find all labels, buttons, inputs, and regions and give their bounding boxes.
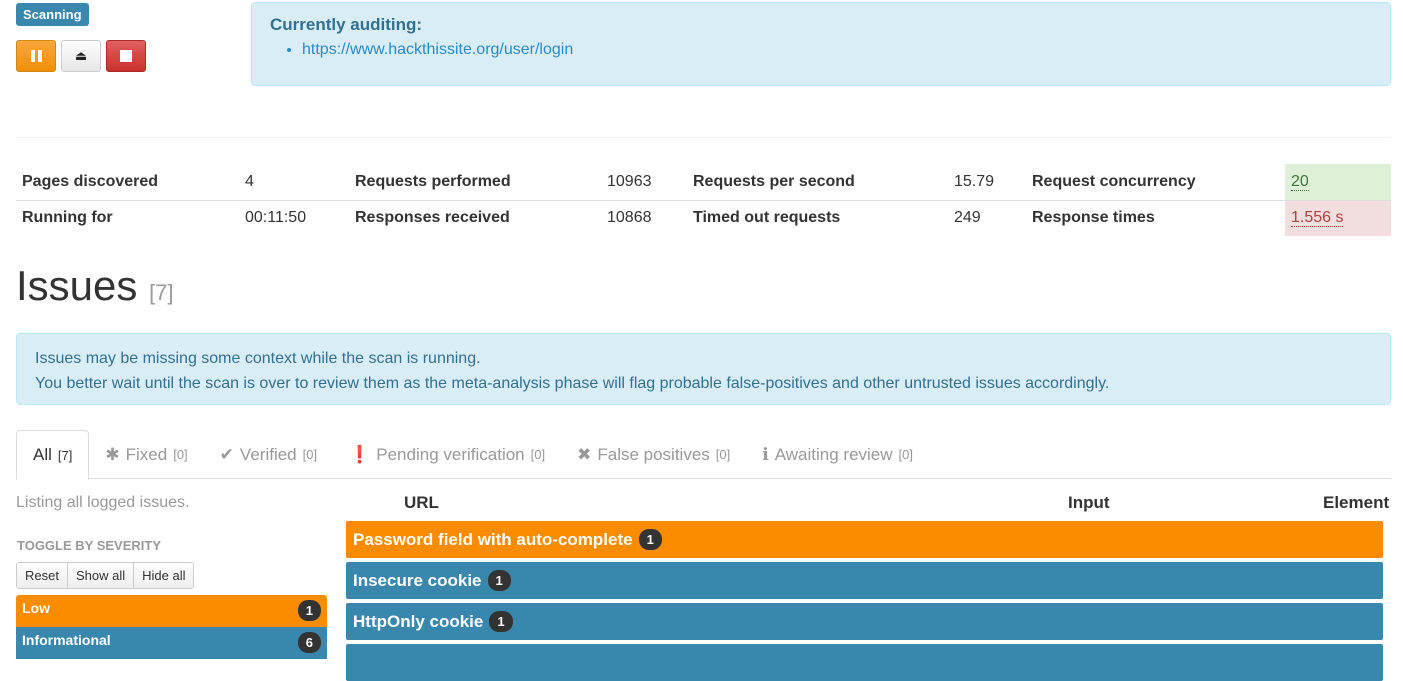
tab-count: [0] xyxy=(302,447,318,462)
stat-value-concurrency: 20 xyxy=(1285,164,1391,200)
severity-count: 6 xyxy=(297,632,321,653)
stat-label: Requests performed xyxy=(355,172,511,190)
tab-count: [0] xyxy=(898,447,913,462)
severity-toggle-title: TOGGLE BY SEVERITY xyxy=(17,538,161,553)
stat-value-response-times: 1.556 s xyxy=(1285,199,1391,236)
listing-description: Listing all logged issues. xyxy=(16,494,190,511)
auditing-url[interactable]: https://www.hackthissite.org/user/login xyxy=(302,41,1372,59)
tab-label: Verified xyxy=(239,444,297,464)
page-title: Issues [7] xyxy=(16,262,174,310)
tab-label: Fixed xyxy=(125,444,168,464)
severity-button-group: Reset Show all Hide all xyxy=(16,562,195,589)
stat-label: Timed out requests xyxy=(687,199,948,236)
asterisk-icon: ✱ xyxy=(105,444,120,464)
tab-false-positives[interactable]: ✖ False positives [0] xyxy=(561,430,746,479)
tab-label: All xyxy=(33,445,52,464)
tab-verified[interactable]: ✔ Verified [0] xyxy=(204,430,333,479)
tab-label: False positives xyxy=(597,444,710,464)
tab-count: [0] xyxy=(530,447,546,462)
suspend-button[interactable]: ⏏ xyxy=(61,40,101,72)
stat-label: Responses received xyxy=(349,199,601,236)
stat-value: 00:11:50 xyxy=(239,199,349,236)
severity-label: Low xyxy=(22,600,50,616)
scan-running-notice: Issues may be missing some context while… xyxy=(16,333,1391,405)
pause-icon xyxy=(30,50,42,62)
stat-value: 249 xyxy=(948,199,1026,236)
tab-count: [0] xyxy=(173,447,188,462)
info-circle-icon: ℹ xyxy=(762,444,769,464)
currently-auditing-panel: Currently auditing: https://www.hackthis… xyxy=(251,2,1391,86)
check-icon: ✔ xyxy=(219,444,234,464)
issue-row[interactable]: Password field with auto-complete 1 xyxy=(346,521,1383,558)
issue-count: 1 xyxy=(638,529,662,550)
stat-label: Requests per second xyxy=(693,172,855,190)
issue-name: HttpOnly cookie xyxy=(353,611,484,631)
stop-icon xyxy=(120,50,132,62)
issues-title: Issues xyxy=(16,262,138,309)
show-all-button[interactable]: Show all xyxy=(67,563,135,588)
response-times-value: 1.556 s xyxy=(1291,209,1344,228)
column-header-url: URL xyxy=(404,493,439,512)
hide-all-button[interactable]: Hide all xyxy=(134,563,194,588)
tab-pending-verification[interactable]: ❗ Pending verification [0] xyxy=(333,430,561,479)
x-icon: ✖ xyxy=(577,444,592,464)
tab-count: [7] xyxy=(57,447,73,463)
stat-value: 4 xyxy=(245,172,254,190)
severity-toggle-low[interactable]: Low 1 xyxy=(16,595,327,627)
status-badge: Scanning xyxy=(16,3,89,26)
stop-button[interactable] xyxy=(106,40,146,72)
auditing-title: Currently auditing: xyxy=(270,15,423,34)
tab-label: Pending verification xyxy=(376,444,525,464)
tab-all[interactable]: All [7] xyxy=(16,430,90,480)
stat-label: Response times xyxy=(1026,199,1285,236)
stat-value: 10868 xyxy=(601,199,687,236)
issues-count: [7] xyxy=(149,280,174,305)
tab-awaiting-review[interactable]: ℹ Awaiting review [0] xyxy=(746,430,929,479)
scan-statistics: Pages discovered 4 Requests performed 10… xyxy=(16,164,1391,236)
notice-line: Issues may be missing some context while… xyxy=(35,350,481,367)
severity-count: 1 xyxy=(297,600,321,621)
eject-icon: ⏏ xyxy=(74,48,88,63)
issue-name: Insecure cookie xyxy=(353,570,482,590)
issue-row[interactable]: HttpOnly cookie 1 xyxy=(346,603,1383,640)
stat-value: 10963 xyxy=(607,172,652,190)
severity-label: Informational xyxy=(22,632,111,648)
notice-line: You better wait until the scan is over t… xyxy=(35,375,1110,392)
column-header-element: Element xyxy=(1323,493,1390,512)
stat-label: Pages discovered xyxy=(22,172,159,190)
concurrency-value: 20 xyxy=(1291,172,1309,191)
tab-count: [0] xyxy=(715,447,731,462)
stat-value: 15.79 xyxy=(954,172,995,190)
pause-button[interactable] xyxy=(16,40,56,72)
divider xyxy=(16,137,1391,138)
issue-count: 1 xyxy=(487,570,511,591)
issue-count: 1 xyxy=(489,611,513,632)
exclamation-circle-icon: ❗ xyxy=(349,444,371,464)
tab-fixed[interactable]: ✱ Fixed [0] xyxy=(89,430,203,479)
stat-label: Request concurrency xyxy=(1032,172,1196,190)
column-header-input: Input xyxy=(1068,493,1110,512)
severity-toggle-informational[interactable]: Informational 6 xyxy=(16,627,327,659)
reset-button[interactable]: Reset xyxy=(17,563,68,588)
issue-row[interactable]: Insecure cookie 1 xyxy=(346,562,1383,599)
issue-filter-tabs: All [7] ✱ Fixed [0] ✔ Verified [0] ❗ Pending v… xyxy=(16,430,1391,480)
tab-label: Awaiting review xyxy=(774,444,893,464)
issue-name: Password field with auto-complete xyxy=(353,529,633,549)
stat-label: Running for xyxy=(16,199,239,236)
